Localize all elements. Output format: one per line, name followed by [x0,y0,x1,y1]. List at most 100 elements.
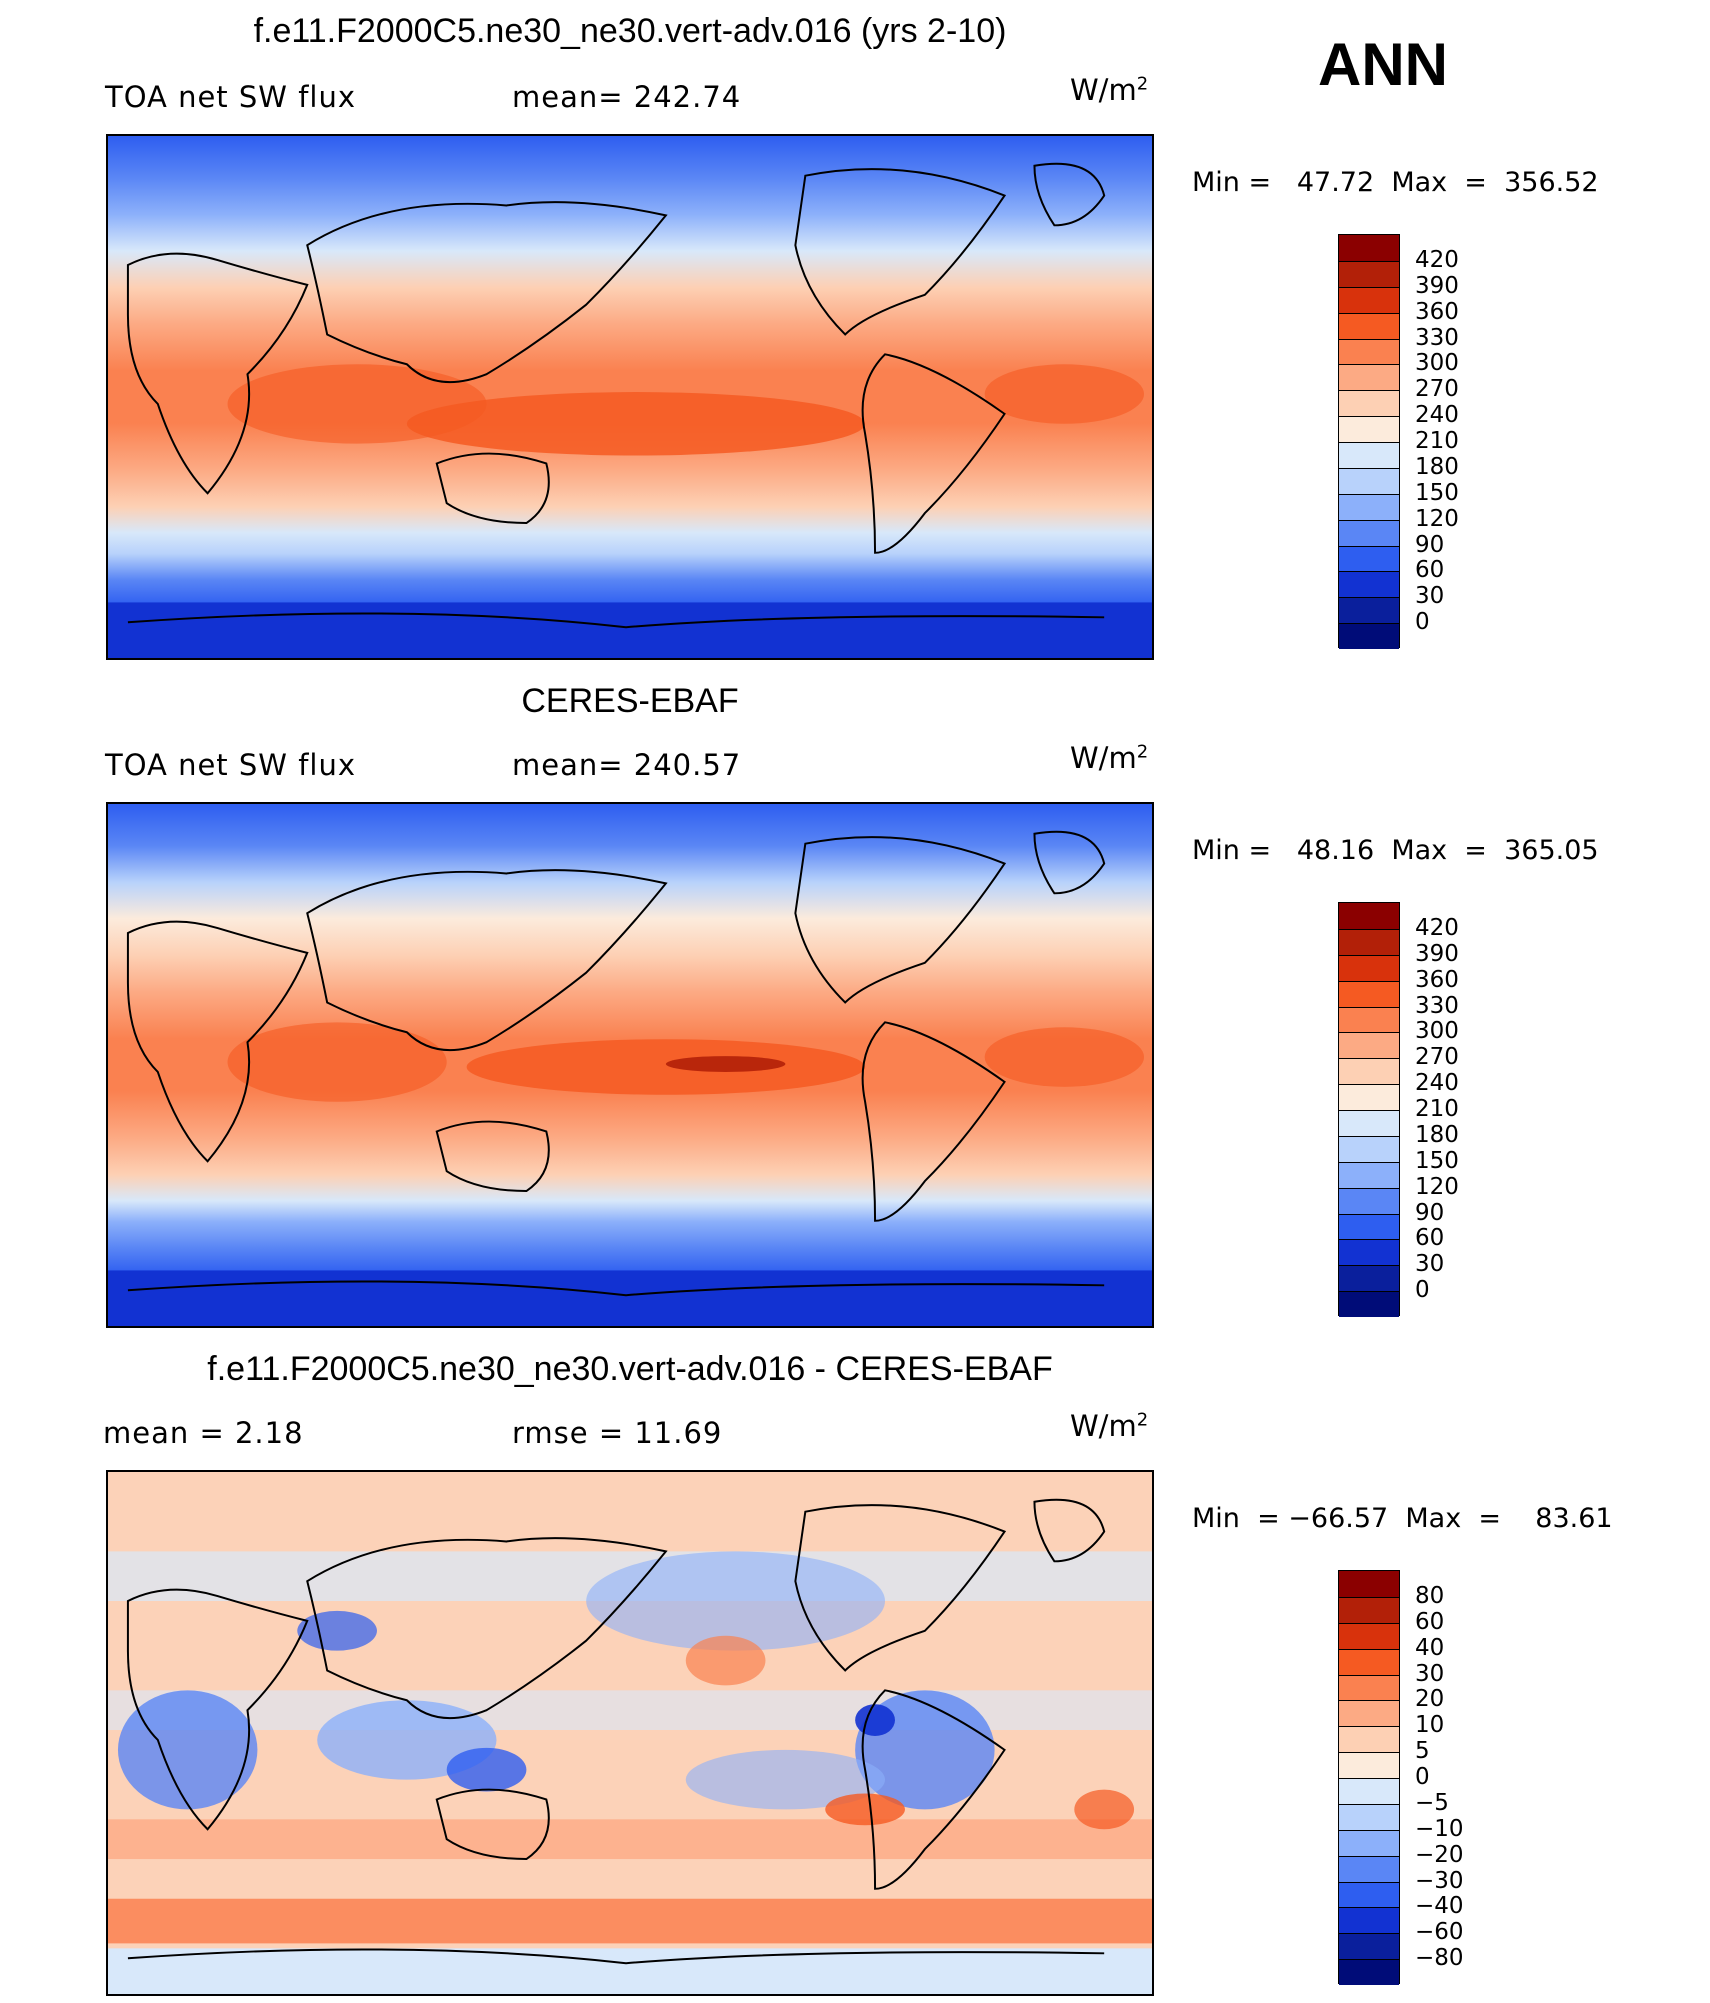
colorbar-swatch [1339,623,1399,649]
colorbar-swatch [1339,1213,1399,1240]
colorbar-label: 330 [1415,324,1459,351]
colorbar-swatch [1339,1803,1399,1830]
colorbar-label: −40 [1415,1893,1464,1920]
panel-2-units: W/m2 [1070,741,1149,775]
colorbar-swatch [1339,1135,1399,1162]
colorbar-label: 360 [1415,966,1459,993]
colorbar-label: 30 [1415,1660,1445,1687]
colorbar-label: −60 [1415,1919,1464,1946]
colorbar-swatch [1339,1700,1399,1727]
colorbar-swatch [1339,493,1399,520]
colorbar-label: 60 [1415,1608,1445,1635]
colorbar-swatch [1339,1161,1399,1188]
colorbar-swatch [1339,260,1399,287]
colorbar-label: 180 [1415,453,1459,480]
panel-3-title: f.e11.F2000C5.ne30_ne30.vert-adv.016 - C… [207,1350,1053,1388]
colorbar-label: 5 [1415,1738,1430,1765]
panel-2-colorbar [1338,902,1400,1317]
colorbar-label: 300 [1415,1018,1459,1045]
colorbar-swatch [1339,903,1399,929]
colorbar-swatch [1339,1291,1399,1317]
colorbar-swatch [1339,235,1399,261]
colorbar-label: −30 [1415,1867,1464,1894]
colorbar-label: 120 [1415,505,1459,532]
colorbar-label: 420 [1415,914,1459,941]
colorbar-label: −20 [1415,1841,1464,1868]
colorbar-label: 180 [1415,1121,1459,1148]
panel-1-colorbar [1338,234,1400,649]
colorbar-label: 390 [1415,272,1459,299]
colorbar-label: 270 [1415,1044,1459,1071]
panel-2-title: CERES-EBAF [521,682,739,720]
panel-3-mean: mean = 2.18 [103,1416,304,1450]
panel-1-left-label: TOA net SW flux [105,80,357,114]
colorbar-swatch [1339,286,1399,313]
colorbar-label: 90 [1415,531,1445,558]
panel-2-mean: mean= 240.57 [512,748,742,782]
colorbar-swatch [1339,519,1399,546]
colorbar-swatch [1339,364,1399,391]
colorbar-label: −10 [1415,1815,1464,1842]
colorbar-swatch [1339,312,1399,339]
panel-2-minmax: Min = 48.16 Max = 365.05 [1192,835,1599,866]
colorbar-label: 0 [1415,609,1430,636]
colorbar-swatch [1339,1187,1399,1214]
colorbar-label: 270 [1415,376,1459,403]
panel-1-minmax: Min = 47.72 Max = 356.52 [1192,167,1599,198]
colorbar-label: 330 [1415,992,1459,1019]
colorbar-label: −80 [1415,1945,1464,1972]
colorbar-swatch [1339,1239,1399,1266]
panel-3-rmse: rmse = 11.69 [512,1416,723,1450]
colorbar-swatch [1339,1622,1399,1649]
colorbar-label: 240 [1415,1070,1459,1097]
colorbar-label: 30 [1415,583,1445,610]
colorbar-label: 40 [1415,1634,1445,1661]
colorbar-label: 0 [1415,1764,1430,1790]
colorbar-swatch [1339,1855,1399,1882]
panel-3-colorbar [1338,1570,1400,1985]
colorbar-label: 30 [1415,1251,1445,1278]
colorbar-swatch [1339,1006,1399,1033]
colorbar-label: −5 [1415,1789,1449,1816]
colorbar-swatch [1339,1881,1399,1908]
colorbar-swatch [1339,571,1399,598]
colorbar-swatch [1339,1829,1399,1856]
colorbar-label: 240 [1415,402,1459,429]
colorbar-label: 0 [1415,1277,1430,1304]
colorbar-swatch [1339,1571,1399,1597]
colorbar-swatch [1339,928,1399,955]
colorbar-swatch [1339,442,1399,468]
panel-2-map [106,802,1154,1328]
colorbar-label: 210 [1415,428,1459,454]
colorbar-swatch [1339,1959,1399,1985]
colorbar-swatch [1339,467,1399,494]
colorbar-label: 360 [1415,298,1459,325]
colorbar-swatch [1339,338,1399,365]
colorbar-swatch [1339,1674,1399,1701]
colorbar-swatch [1339,954,1399,981]
panel-2-left-label: TOA net SW flux [105,748,357,782]
panel-1-map [106,134,1154,660]
colorbar-swatch [1339,1752,1399,1778]
colorbar-swatch [1339,390,1399,417]
season-label: ANN [1318,31,1448,98]
colorbar-swatch [1339,1778,1399,1804]
panel-3-units: W/m2 [1070,1409,1149,1443]
colorbar-label: 390 [1415,940,1459,967]
colorbar-label: 150 [1415,1147,1459,1174]
colorbar-label: 10 [1415,1712,1445,1739]
colorbar-swatch [1339,1265,1399,1292]
colorbar-label: 120 [1415,1173,1459,1200]
colorbar-label: 60 [1415,1225,1445,1252]
colorbar-swatch [1339,1596,1399,1623]
panel-1-title: f.e11.F2000C5.ne30_ne30.vert-adv.016 (yr… [253,12,1007,50]
colorbar-label: 80 [1415,1582,1445,1609]
panel-1-mean: mean= 242.74 [512,80,742,114]
colorbar-swatch [1339,1058,1399,1085]
colorbar-swatch [1339,597,1399,624]
colorbar-swatch [1339,416,1399,442]
colorbar-swatch [1339,1726,1399,1753]
colorbar-swatch [1339,1032,1399,1059]
colorbar-swatch [1339,545,1399,572]
colorbar-label: 90 [1415,1199,1445,1226]
